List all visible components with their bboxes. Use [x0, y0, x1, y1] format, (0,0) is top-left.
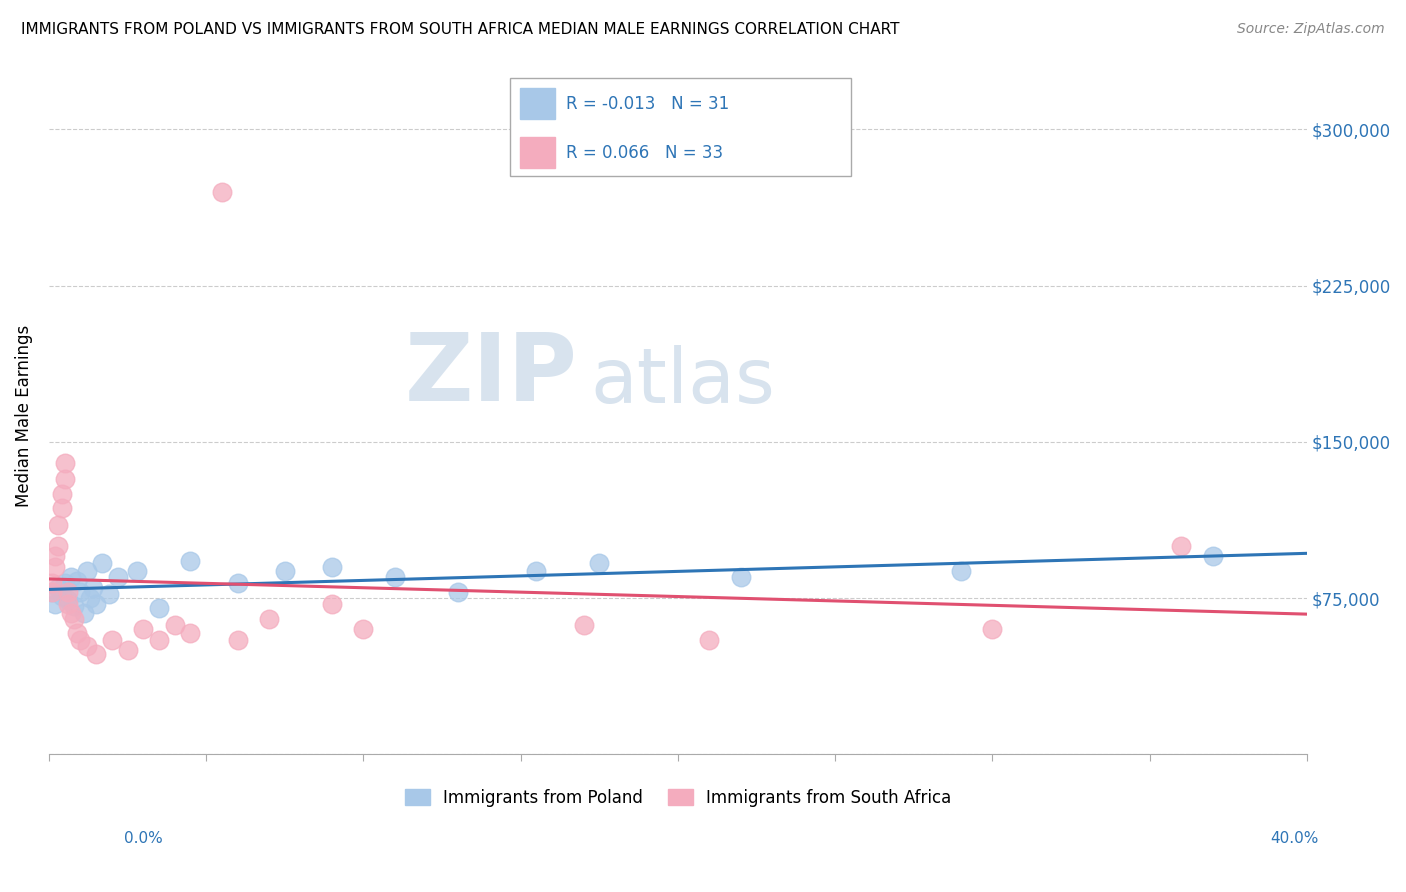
Text: R = -0.013   N = 31: R = -0.013 N = 31 — [565, 95, 730, 112]
Point — [44, 597, 66, 611]
Point — [56, 593, 79, 607]
Point — [66, 574, 89, 589]
Point — [148, 601, 170, 615]
Text: atlas: atlas — [591, 345, 775, 419]
Text: R = 0.066   N = 33: R = 0.066 N = 33 — [565, 144, 723, 161]
Point — [1170, 539, 1192, 553]
Point — [949, 564, 972, 578]
Point — [69, 632, 91, 647]
Point — [59, 570, 82, 584]
Point — [1201, 549, 1223, 564]
Point — [72, 606, 94, 620]
Point — [179, 626, 201, 640]
Text: ZIP: ZIP — [405, 329, 578, 421]
Point — [699, 632, 721, 647]
Legend: Immigrants from Poland, Immigrants from South Africa: Immigrants from Poland, Immigrants from … — [398, 782, 957, 814]
Point — [44, 559, 66, 574]
Point — [63, 599, 86, 614]
Point — [321, 597, 343, 611]
Point — [41, 584, 63, 599]
Point — [48, 539, 70, 553]
Point — [51, 589, 73, 603]
Point — [82, 581, 104, 595]
Point — [84, 597, 107, 611]
Point — [53, 472, 76, 486]
Point — [125, 564, 148, 578]
Point — [41, 576, 63, 591]
Point — [117, 643, 139, 657]
Point — [132, 622, 155, 636]
Point — [588, 556, 610, 570]
Text: IMMIGRANTS FROM POLAND VS IMMIGRANTS FROM SOUTH AFRICA MEDIAN MALE EARNINGS CORR: IMMIGRANTS FROM POLAND VS IMMIGRANTS FRO… — [21, 22, 900, 37]
Point — [69, 584, 91, 599]
Y-axis label: Median Male Earnings: Median Male Earnings — [15, 325, 32, 507]
Point — [53, 456, 76, 470]
Point — [41, 584, 63, 599]
Point — [321, 559, 343, 574]
Point — [211, 185, 233, 199]
FancyBboxPatch shape — [520, 88, 555, 119]
Point — [51, 487, 73, 501]
Point — [526, 564, 548, 578]
Point — [76, 564, 98, 578]
Point — [84, 647, 107, 661]
Point — [257, 612, 280, 626]
Text: 0.0%: 0.0% — [124, 831, 163, 846]
Point — [226, 632, 249, 647]
Point — [101, 632, 124, 647]
Point — [59, 606, 82, 620]
Text: 40.0%: 40.0% — [1271, 831, 1319, 846]
Point — [79, 591, 101, 605]
Point — [981, 622, 1004, 636]
Point — [53, 576, 76, 591]
Point — [56, 584, 79, 599]
Text: Source: ZipAtlas.com: Source: ZipAtlas.com — [1237, 22, 1385, 37]
Point — [572, 618, 595, 632]
Point — [353, 622, 375, 636]
Point — [163, 618, 186, 632]
Point — [48, 518, 70, 533]
Point — [51, 501, 73, 516]
Point — [48, 581, 70, 595]
Point — [56, 597, 79, 611]
Point — [91, 556, 114, 570]
Point — [66, 626, 89, 640]
Point — [107, 570, 129, 584]
Point — [447, 584, 470, 599]
Point — [226, 576, 249, 591]
FancyBboxPatch shape — [520, 137, 555, 168]
FancyBboxPatch shape — [509, 78, 851, 177]
Point — [76, 639, 98, 653]
Point — [730, 570, 752, 584]
Point — [44, 549, 66, 564]
Point — [63, 612, 86, 626]
Point — [274, 564, 297, 578]
Point — [384, 570, 406, 584]
Point — [148, 632, 170, 647]
Point — [97, 587, 120, 601]
Point — [179, 553, 201, 567]
